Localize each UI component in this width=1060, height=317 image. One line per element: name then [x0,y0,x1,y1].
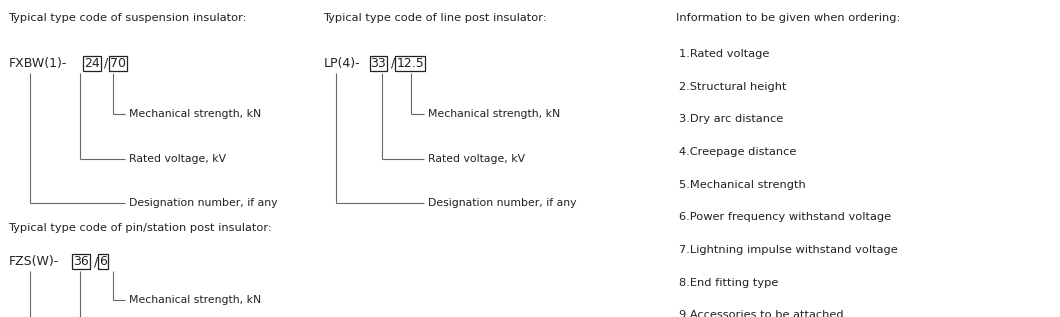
Text: Mechanical strength, kN: Mechanical strength, kN [129,109,262,119]
Text: 24: 24 [84,57,100,70]
Text: /: / [93,255,98,268]
Text: Typical type code of suspension insulator:: Typical type code of suspension insulato… [8,13,247,23]
Text: Rated voltage, kV: Rated voltage, kV [428,153,526,164]
Text: FXBW(1)-: FXBW(1)- [8,57,67,70]
Text: /: / [104,57,108,70]
Text: /: / [391,57,395,70]
Text: Typical type code of line post insulator:: Typical type code of line post insulator… [323,13,547,23]
Text: FZS(W)-: FZS(W)- [8,255,58,268]
Text: 70: 70 [109,57,125,70]
Text: 7.Lightning impulse withstand voltage: 7.Lightning impulse withstand voltage [679,245,898,255]
Text: 1.Rated voltage: 1.Rated voltage [679,49,770,59]
Text: 6: 6 [100,255,107,268]
Text: 3.Dry arc distance: 3.Dry arc distance [679,114,783,125]
Text: 4.Creepage distance: 4.Creepage distance [679,147,797,157]
Text: 9.Accessories to be attached: 9.Accessories to be attached [679,310,844,317]
Text: 33: 33 [371,57,386,70]
Text: 6.Power frequency withstand voltage: 6.Power frequency withstand voltage [679,212,891,223]
Text: Mechanical strength, kN: Mechanical strength, kN [428,109,561,119]
Text: 8.End fitting type: 8.End fitting type [679,278,779,288]
Text: 2.Structural height: 2.Structural height [679,82,787,92]
Text: 12.5: 12.5 [396,57,424,70]
Text: 5.Mechanical strength: 5.Mechanical strength [679,180,807,190]
Text: LP(4)-: LP(4)- [323,57,360,70]
Text: Information to be given when ordering:: Information to be given when ordering: [676,13,901,23]
Text: Designation number, if any: Designation number, if any [428,198,577,208]
Text: Typical type code of pin/station post insulator:: Typical type code of pin/station post in… [8,223,272,234]
Text: Mechanical strength, kN: Mechanical strength, kN [129,294,262,305]
Text: 36: 36 [73,255,89,268]
Text: Designation number, if any: Designation number, if any [129,198,278,208]
Text: Rated voltage, kV: Rated voltage, kV [129,153,227,164]
